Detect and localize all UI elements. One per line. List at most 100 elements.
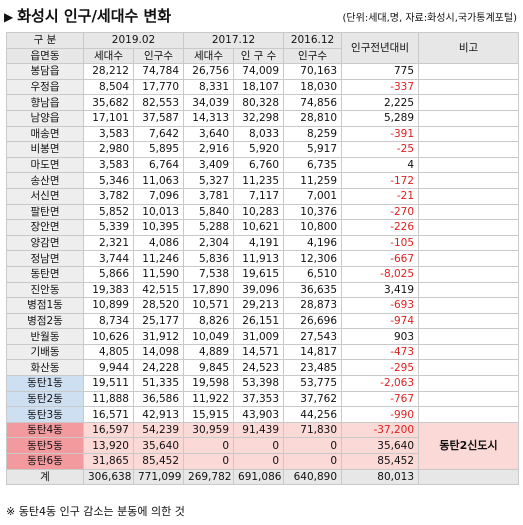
- table-row: 동탄4동 16,597 54,239 30,959 91,439 71,830 -37,20…: [6, 421, 520, 470]
- table-row: 동탄2동 11,888 36,586 11,922 37,353 37,762 -767: [6, 390, 520, 408]
- page-title: ▶ 화성시 인구/세대수 변화: [4, 4, 171, 28]
- population-2016-cell: 28,873: [283, 297, 343, 314]
- population-2016-cell: 70,163: [283, 63, 343, 80]
- total-p17-cell: 691,086: [233, 468, 285, 486]
- households-2019-cell: 17,101: [83, 109, 134, 127]
- note-cell: [418, 234, 520, 252]
- population-2019-cell: 6,764: [132, 156, 185, 174]
- change-cell: 85,452: [341, 453, 420, 470]
- households-2019-cell: 3,583: [83, 125, 134, 143]
- change-cell: -667: [341, 250, 420, 267]
- population-2017-cell: 43,903: [233, 406, 285, 423]
- population-2019-cell: 10,395: [132, 219, 185, 236]
- district-name: 진안동: [6, 281, 84, 299]
- note-cell: [418, 281, 520, 299]
- households-2017-cell: 10,571: [183, 297, 235, 314]
- households-2017-cell: 11,922: [183, 390, 235, 408]
- change-cell: -337: [341, 78, 420, 96]
- households-2017-cell: 2,304: [183, 234, 235, 252]
- households-2019-cell: 35,682: [83, 94, 134, 111]
- population-2019-cell: 7,096: [132, 187, 185, 205]
- district-name: 동탄6동: [6, 453, 84, 470]
- total-row: 계 306,638 771,099 269,782 691,086 640,890 80,0…: [6, 468, 520, 486]
- population-2017-cell: 0: [233, 437, 285, 455]
- header-population-2019: 인구수: [132, 47, 185, 65]
- table-row: 동탄1동 19,511 51,335 19,598 53,398 53,775 -2,063: [6, 375, 520, 392]
- header-row-2: 읍면동 세대수 인구수 세대수 인 구 수 인구수: [6, 47, 519, 65]
- district-name: 양감면: [6, 234, 84, 252]
- header-2019: 2019.02: [82, 32, 185, 49]
- population-2019-cell: 54,239: [132, 421, 185, 439]
- population-table: 구 분 2019.02 2017.12 2016.12 인구전년대비 비고 읍면…: [6, 31, 520, 486]
- note-cell: [418, 219, 520, 236]
- households-2019-cell: 28,212: [83, 63, 134, 80]
- change-cell: -8,025: [341, 265, 420, 283]
- district-name: 팔탄면: [6, 203, 84, 221]
- district-name: 정남면: [6, 250, 84, 267]
- table-row: 서신면 3,782 7,096 3,781 7,117 7,001 -21: [6, 187, 520, 205]
- households-2017-cell: 30,959: [183, 421, 235, 439]
- change-cell: -693: [341, 297, 420, 314]
- households-2019-cell: 8,504: [83, 78, 134, 96]
- table-row: 병점1동 10,899 28,520 10,571 29,213 28,873 -693: [6, 297, 520, 314]
- district-name: 봉담읍: [6, 63, 84, 80]
- total-chg-cell: 80,013: [341, 468, 420, 486]
- households-2017-cell: 10,049: [183, 328, 235, 345]
- header-category: 구 분: [6, 32, 84, 49]
- total-note-cell: [418, 468, 520, 486]
- table-row: 진안동 19,383 42,515 17,890 39,096 36,635 3,419: [6, 281, 520, 299]
- households-2019-cell: 5,866: [83, 265, 134, 283]
- note-cell: [418, 172, 520, 189]
- header-district: 읍면동: [6, 47, 84, 65]
- population-2017-cell: 11,913: [233, 250, 285, 267]
- table-row: 정남면 3,744 11,246 5,836 11,913 12,306 -667: [6, 250, 520, 267]
- table-row: 향남읍 35,682 82,553 34,039 80,328 74,856 2,225: [6, 94, 520, 111]
- title-text: 화성시 인구/세대수 변화: [17, 7, 172, 25]
- households-2019-cell: 5,852: [83, 203, 134, 221]
- table-row: 동탄6동 31,865 85,452 0 0 0 85,452: [6, 453, 519, 470]
- population-2016-cell: 53,775: [283, 375, 343, 392]
- population-2016-cell: 36,635: [283, 281, 343, 299]
- source-note: (단위:세대,명, 자료:화성시,국가통계포털): [342, 13, 517, 24]
- change-cell: -974: [341, 312, 420, 330]
- note-cell: [418, 203, 520, 221]
- population-2017-cell: 39,096: [233, 281, 285, 299]
- change-cell: -990: [341, 406, 420, 423]
- table-row: 동탄면 5,866 11,590 7,538 19,615 6,510 -8,025: [6, 265, 520, 283]
- population-2016-cell: 27,543: [283, 328, 343, 345]
- population-2016-cell: 26,696: [283, 312, 343, 330]
- district-name: 장안면: [6, 219, 84, 236]
- households-2017-cell: 17,890: [183, 281, 235, 299]
- population-2019-cell: 25,177: [132, 312, 185, 330]
- table-row: 우정읍 8,504 17,770 8,331 18,107 18,030 -337: [6, 78, 520, 96]
- change-cell: 5,289: [341, 109, 420, 127]
- district-name: 송산면: [6, 172, 84, 189]
- population-2017-cell: 74,009: [233, 63, 285, 80]
- population-2016-cell: 6,735: [283, 156, 343, 174]
- households-2017-cell: 5,327: [183, 172, 235, 189]
- district-name: 매송면: [6, 125, 84, 143]
- note-cell: [418, 265, 520, 283]
- population-2017-cell: 4,191: [233, 234, 285, 252]
- change-cell: -21: [341, 187, 420, 205]
- district-name: 향남읍: [6, 94, 84, 111]
- table-row: 마도면 3,583 6,764 3,409 6,760 6,735 4: [6, 156, 520, 174]
- population-2016-cell: 11,259: [283, 172, 343, 189]
- population-2016-cell: 10,800: [283, 219, 343, 236]
- total-h17-cell: 269,782: [183, 468, 235, 486]
- population-2017-cell: 80,328: [233, 94, 285, 111]
- total-name-cell: 계: [6, 468, 84, 486]
- population-2016-cell: 6,510: [283, 265, 343, 283]
- population-2019-cell: 35,640: [132, 437, 185, 455]
- households-2017-cell: 19,598: [183, 375, 235, 392]
- households-2019-cell: 5,339: [83, 219, 134, 236]
- change-cell: -105: [341, 234, 420, 252]
- table-row: 비봉면 2,980 5,895 2,916 5,920 5,917 -25: [6, 141, 520, 158]
- population-2017-cell: 0: [233, 453, 285, 470]
- change-cell: 35,640: [341, 437, 420, 455]
- note-cell: [418, 250, 520, 267]
- header-note: 비고: [418, 31, 520, 65]
- header-2016: 2016.12: [283, 32, 343, 49]
- population-2017-cell: 10,283: [233, 203, 285, 221]
- population-2016-cell: 4,196: [283, 234, 343, 252]
